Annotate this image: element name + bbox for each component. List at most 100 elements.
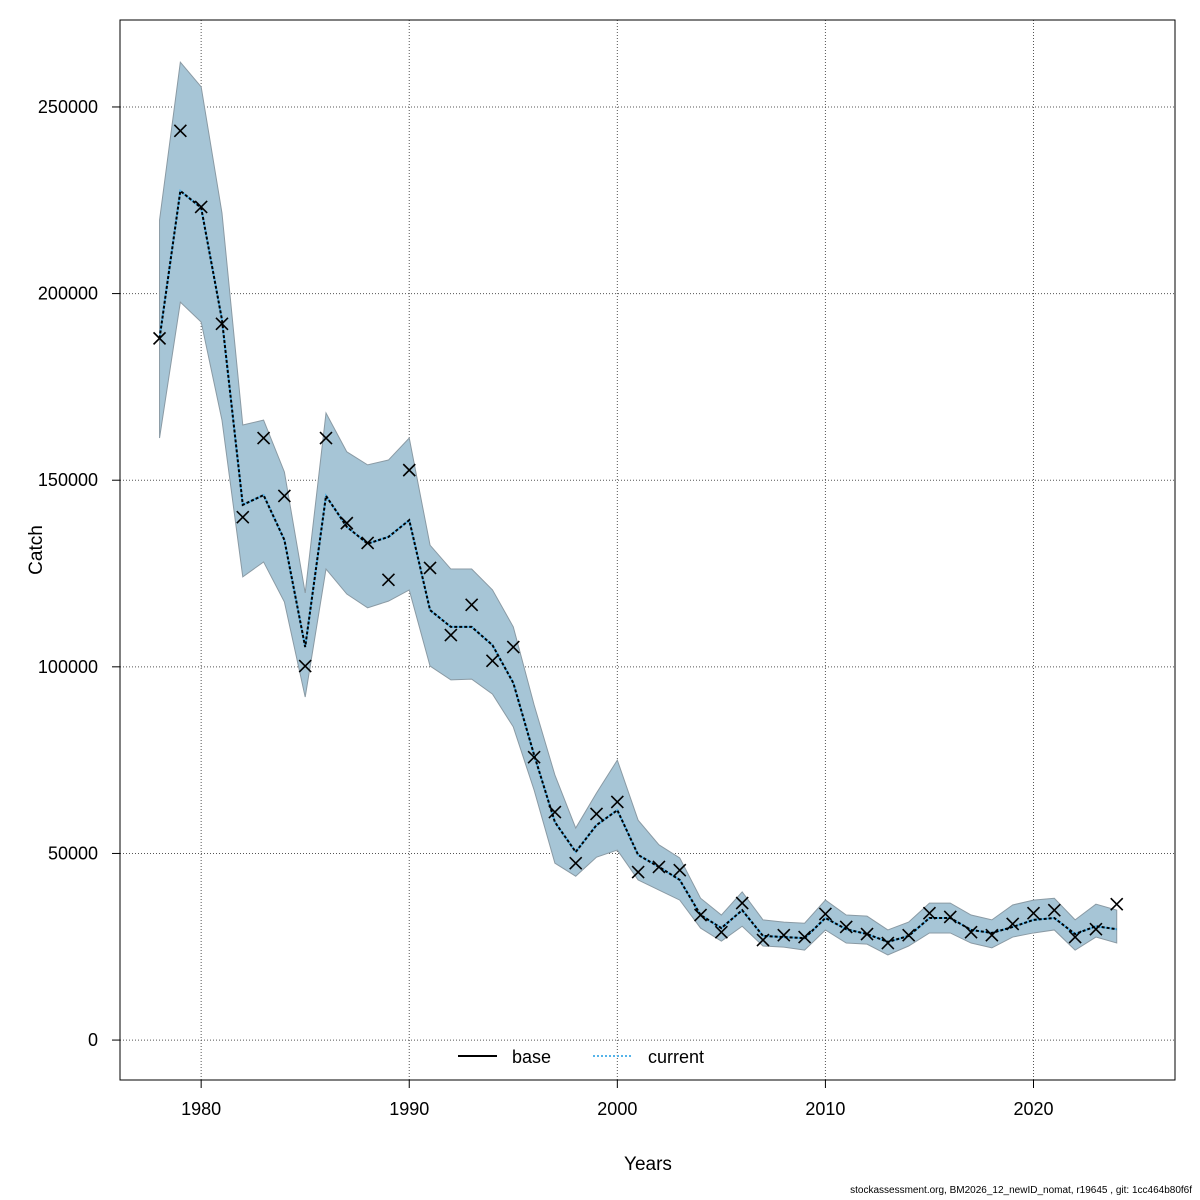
observed-point [610, 795, 624, 809]
point-stroke [902, 928, 916, 942]
point-stroke [756, 933, 770, 947]
point-stroke [340, 516, 354, 530]
observed-point [485, 654, 500, 668]
observed-point [215, 317, 229, 331]
point-stroke [610, 795, 624, 809]
observed-point [381, 573, 395, 587]
observed-point [673, 863, 687, 877]
x-axis-label: Years [624, 1154, 672, 1175]
y-axis-label: Catch [26, 525, 47, 575]
observed-point [548, 805, 562, 819]
point-stroke [777, 928, 791, 942]
point-stroke [319, 431, 333, 445]
point-stroke [527, 750, 541, 764]
observed-point [964, 925, 978, 939]
observed-point [839, 920, 853, 934]
observed-point [423, 561, 437, 575]
point-stroke [1006, 917, 1020, 931]
grid [120, 20, 1175, 1080]
observed-point [465, 598, 479, 612]
point-stroke [985, 928, 999, 942]
point-stroke [1068, 930, 1082, 944]
point-stroke [194, 200, 208, 214]
y-tick-label: 0 [88, 1030, 98, 1050]
footer-credit: stockassessment.org, BM2026_12_newID_nom… [850, 1185, 1192, 1196]
observed-point [1110, 897, 1124, 911]
observed-point [735, 896, 749, 910]
x-tick-label: 2010 [805, 1099, 845, 1119]
legend: base current [458, 1047, 704, 1067]
observed-point [798, 930, 812, 944]
point-stroke [548, 805, 562, 819]
observed-point [756, 933, 770, 947]
point-stroke [714, 925, 728, 939]
point-stroke [964, 925, 978, 939]
plot-frame [119, 19, 1176, 1081]
point-stroke [277, 489, 291, 503]
point-stroke [881, 936, 895, 950]
observed-point [277, 489, 291, 503]
point-stroke [1110, 897, 1124, 911]
observed-point [506, 640, 520, 654]
point-stroke [257, 431, 271, 445]
y-tick-label: 250000 [38, 97, 98, 117]
observed-point [902, 928, 916, 942]
point-stroke [485, 654, 500, 668]
observed-point [1006, 917, 1020, 931]
point-stroke [860, 927, 874, 941]
observed-point [298, 659, 312, 673]
observed-point [1089, 922, 1103, 936]
observed-point [631, 865, 645, 879]
observed-point [173, 124, 187, 138]
y-axis: 0 50000 100000 150000 200000 250000 [38, 97, 120, 1050]
legend-current-label: current [648, 1047, 704, 1067]
point-stroke [236, 510, 250, 524]
point-stroke [465, 598, 479, 612]
point-stroke [673, 863, 687, 877]
y-tick-label: 50000 [48, 843, 98, 863]
observed-point [818, 907, 832, 921]
observed-point [693, 908, 708, 922]
observed-point [922, 906, 937, 920]
point-stroke [839, 920, 853, 934]
observed-point [1026, 906, 1041, 920]
observed-point [943, 910, 957, 924]
observed-point [340, 516, 354, 530]
observed-point [444, 628, 458, 642]
point-stroke [569, 856, 583, 870]
x-tick-label: 2000 [597, 1099, 637, 1119]
observed-point [881, 936, 895, 950]
point-stroke [798, 930, 812, 944]
y-tick-label: 100000 [38, 657, 98, 677]
observed-point [652, 860, 666, 874]
observed-point [236, 510, 250, 524]
point-stroke [152, 331, 167, 345]
point-stroke [693, 908, 708, 922]
point-stroke [423, 561, 437, 575]
observed-point [777, 928, 791, 942]
point-stroke [173, 124, 187, 138]
point-stroke [298, 659, 312, 673]
observed-point [714, 925, 728, 939]
confidence-band [159, 60, 1118, 956]
point-stroke [402, 463, 416, 477]
observed-point [527, 750, 541, 764]
point-stroke [735, 896, 749, 910]
y-tick-label: 150000 [38, 470, 98, 490]
point-stroke [1026, 906, 1041, 920]
current-line [158, 189, 1117, 943]
point-stroke [589, 807, 604, 821]
point-stroke [818, 907, 832, 921]
observed-point [1068, 930, 1082, 944]
observed-point [985, 928, 999, 942]
observed-point [402, 463, 416, 477]
observed-point [569, 856, 583, 870]
y-tick-label: 200000 [38, 284, 98, 304]
observed-point [860, 927, 874, 941]
x-axis: 1980 1990 2000 2010 2020 [181, 1080, 1054, 1119]
observed-point [152, 331, 167, 345]
observed-point [194, 200, 208, 214]
observed-point [589, 807, 604, 821]
point-stroke [631, 865, 645, 879]
